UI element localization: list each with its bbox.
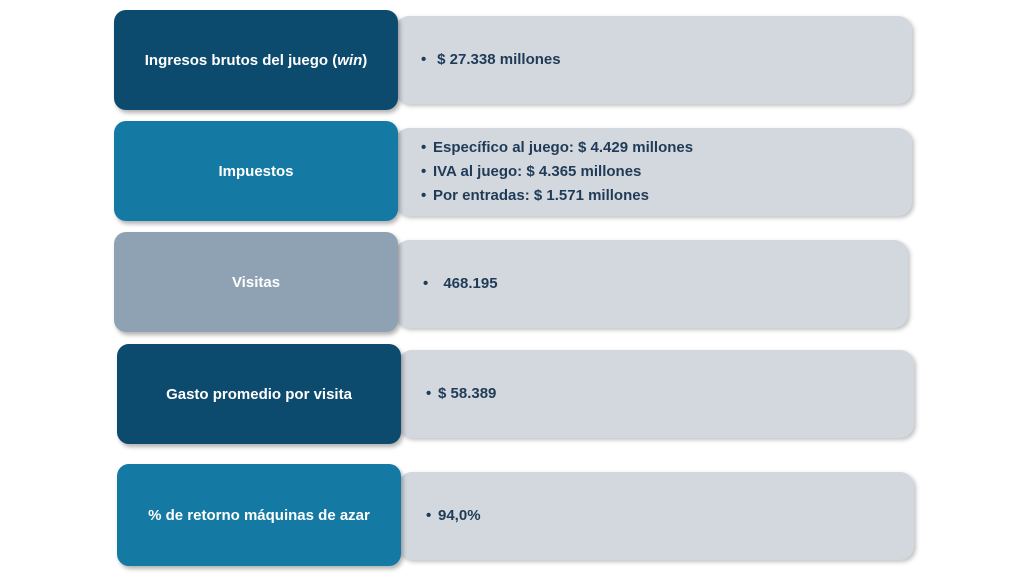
detail-item: • Específico al juego: $ 4.429 millones (421, 136, 912, 160)
label-gasto: Gasto promedio por visita (117, 344, 401, 444)
detail-item: • 94,0% (426, 504, 914, 528)
detail-item: • Por entradas: $ 1.571 millones (421, 184, 912, 208)
label-retorno: % de retorno máquinas de azar (117, 464, 401, 566)
label-ingresos: Ingresos brutos del juego (win) (114, 10, 398, 110)
bullet-icon: • (421, 187, 427, 204)
detail-item: • $ 27.338 millones (421, 48, 912, 72)
detail-item: • 468.195 (423, 272, 908, 296)
detail-box-visitas: • 468.195 (395, 240, 908, 328)
bullet-icon: • (421, 139, 427, 156)
bullet-icon: • (426, 385, 432, 402)
detail-box-gasto: • $ 58.389 (398, 350, 914, 438)
label-impuestos: Impuestos (114, 121, 398, 221)
bullet-icon: • (421, 51, 427, 68)
detail-box-retorno: • 94,0% (398, 472, 914, 560)
bullet-icon: • (423, 275, 429, 292)
detail-box-ingresos: • $ 27.338 millones (395, 16, 912, 104)
detail-box-impuestos: • Específico al juego: $ 4.429 millones •… (395, 128, 912, 216)
detail-item: • IVA al juego: $ 4.365 millones (421, 160, 912, 184)
bullet-icon: • (426, 507, 432, 524)
bullet-icon: • (421, 163, 427, 180)
detail-item: • $ 58.389 (426, 382, 914, 406)
label-visitas: Visitas (114, 232, 398, 332)
